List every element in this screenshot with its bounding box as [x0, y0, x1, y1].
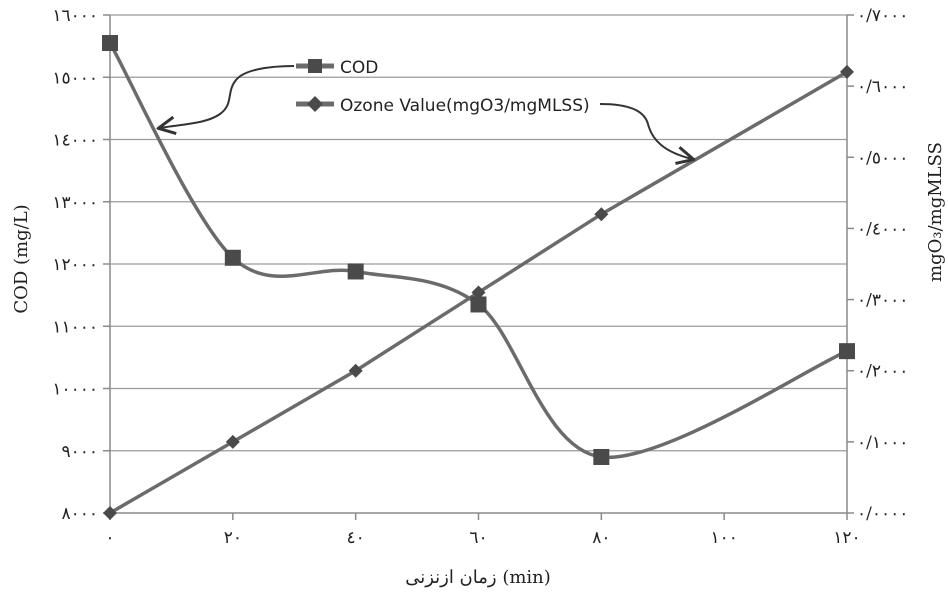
ozone-point-5	[840, 64, 854, 79]
x-tick-label-5: ۱۰۰	[710, 528, 737, 548]
y-axis-right-title: mgO₃/mgMLSS	[925, 142, 946, 282]
ozone-point-0	[103, 506, 117, 520]
ozone-point-1	[225, 434, 240, 449]
ozone-point-4	[594, 207, 609, 222]
y-axis-left-title: COD (mg/L)	[11, 204, 32, 313]
y-right-tick-label-1: ۰/۱۰۰۰	[857, 433, 908, 453]
cod-point-4	[593, 448, 610, 465]
y-left-tick-label-6: ١٤۰۰۰	[52, 131, 98, 151]
y-left-tick-label-3: ۱۱۰۰۰	[52, 317, 98, 337]
legend-ozone-label: Ozone Value(mgO3/mgMLSS)	[340, 96, 590, 116]
y-left-tick-label-0: ۸۰۰۰	[61, 504, 98, 524]
x-axis-title: (min) زمان ازنزنی	[405, 567, 551, 588]
y-right-tick-label-4: ۰/٤۰۰۰	[857, 219, 908, 239]
x-tick-label-4: ۸۰	[592, 528, 610, 548]
x-tick-label-1: ۲۰	[224, 528, 242, 548]
ozone-point-3	[471, 285, 486, 300]
y-left-tick-label-7: ۱٥۰۰۰	[52, 68, 98, 88]
ozone-point-2	[348, 363, 363, 378]
series-cod-line	[108, 42, 848, 460]
y-right-tick-label-3: ۰/۳۰۰۰	[857, 291, 908, 311]
series-ozone-line	[109, 70, 848, 515]
y-right-tick-label-2: ۰/۲۰۰۰	[857, 362, 908, 382]
y-axis-left-ticks: ۸۰۰۰ ۹۰۰۰ ۱۰۰۰۰ ۱۱۰۰۰ ۱۲۰۰۰ ۱۳۰۰۰ ١٤۰۰۰ ۱٥۰۰۰ ۱٦…	[52, 6, 110, 524]
cod-point-0	[102, 35, 118, 52]
cod-point-5	[839, 343, 855, 360]
y-right-tick-label-6: ۰/٦۰۰۰	[857, 77, 908, 97]
x-axis-ticks: ۰ ۲۰ ٤۰ ٦۰ ۸۰ ۱۰۰ ۱۲۰	[105, 513, 861, 548]
y-right-tick-label-7: ۰/۷۰۰۰	[857, 6, 908, 26]
y-left-tick-label-1: ۹۰۰۰	[61, 442, 98, 462]
y-right-tick-label-5: ۰/٥۰۰۰	[857, 148, 908, 168]
cod-point-2	[347, 263, 364, 280]
annotation-arrow-cod	[160, 65, 295, 128]
x-tick-label-6: ۱۲۰	[833, 528, 860, 548]
legend: COD Ozone Value(mgO3/mgMLSS)	[296, 58, 590, 116]
legend-ozone-marker	[307, 96, 323, 112]
x-tick-label-2: ٤۰	[347, 528, 365, 548]
x-tick-label-0: ۰	[105, 528, 114, 548]
legend-cod-label: COD	[340, 58, 378, 78]
series-group	[102, 35, 855, 520]
cod-point-3	[470, 296, 487, 313]
y-right-tick-label-0: ۰/۰۰۰۰	[857, 504, 908, 524]
y-left-tick-label-4: ۱۲۰۰۰	[52, 255, 98, 275]
legend-cod-marker	[308, 59, 322, 73]
x-tick-label-3: ٦۰	[469, 528, 487, 548]
y-left-tick-label-2: ۱۰۰۰۰	[52, 380, 98, 400]
cod-point-1	[224, 249, 241, 266]
y-axis-right-ticks: ۰/۰۰۰۰ ۰/۱۰۰۰ ۰/۲۰۰۰ ۰/۳۰۰۰ ۰/٤۰۰۰ ۰/٥۰۰۰ ۰/٦۰…	[847, 6, 908, 524]
y-left-tick-label-8: ۱٦۰۰۰	[52, 6, 98, 26]
y-left-tick-label-5: ۱۳۰۰۰	[52, 193, 98, 213]
annotation-arrow-ozone	[599, 103, 692, 159]
